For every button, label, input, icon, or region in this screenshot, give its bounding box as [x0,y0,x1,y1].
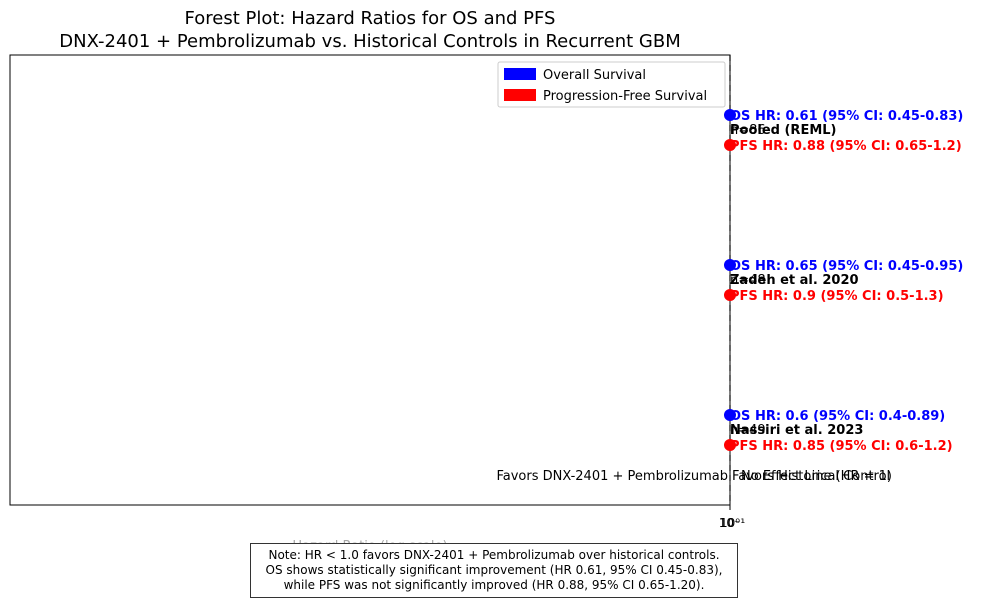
os-hr-label: OS HR: 0.6 (95% CI: 0.4-0.89) [730,409,945,424]
legend-label-os: Overall Survival [543,68,646,83]
note-line: OS shows statistically significant impro… [265,563,723,577]
legend-label-pfs: Progression-Free Survival [543,89,707,104]
study-name-label: Zadeh et al. 2020 [730,273,859,288]
study-name-label: Pooled (REML) [730,123,837,138]
pfs-hr-label: PFS HR: 0.9 (95% CI: 0.5-1.3) [730,289,944,304]
study-n-label: n=86 [730,123,766,138]
annotation-favors-treatment: Favors DNX-2401 + Pembrolizumab [496,469,728,484]
os-hr-point [724,109,736,121]
pfs-hr-point [724,439,736,451]
note-box: Note: HR < 1.0 favors DNX-2401 + Pembrol… [250,543,738,598]
chart-marks: OS HR: 0.61 (95% CI: 0.45-0.83)n=86Poole… [496,55,963,530]
legend: Overall Survival Progression-Free Surviv… [497,61,726,108]
reference-line-label: No Effect Line (HR = 1) [741,469,892,484]
x-tick-label: 10⁰ [720,516,740,530]
note-line: Note: HR < 1.0 favors DNX-2401 + Pembrol… [268,548,720,562]
pfs-hr-label: PFS HR: 0.85 (95% CI: 0.6-1.2) [730,439,953,454]
study-name-label: Nassiri et al. 2023 [730,423,863,438]
os-hr-label: OS HR: 0.65 (95% CI: 0.45-0.95) [730,259,963,274]
study-n-label: n=49 [730,423,766,438]
chart-title-line-2: DNX-2401 + Pembrolizumab vs. Historical … [59,31,680,52]
os-hr-label: OS HR: 0.61 (95% CI: 0.45-0.83) [730,109,963,124]
note-line: while PFS was not significantly improved… [283,578,705,592]
x-tick-label: 10⁻¹ [719,516,746,530]
chart-title-line-1: Forest Plot: Hazard Ratios for OS and PF… [185,8,556,29]
annotation-favors-control: Favors Historical Control [732,469,890,484]
os-hr-point [724,409,736,421]
legend-swatch-pfs [504,89,536,101]
pfs-hr-point [724,289,736,301]
legend-box [497,61,726,108]
legend-swatch-os [504,68,536,80]
pfs-hr-point [724,139,736,151]
plot-frame [9,54,731,506]
os-hr-point [724,259,736,271]
pfs-hr-label: PFS HR: 0.88 (95% CI: 0.65-1.2) [730,139,962,154]
study-n-label: n=48 [730,273,766,288]
